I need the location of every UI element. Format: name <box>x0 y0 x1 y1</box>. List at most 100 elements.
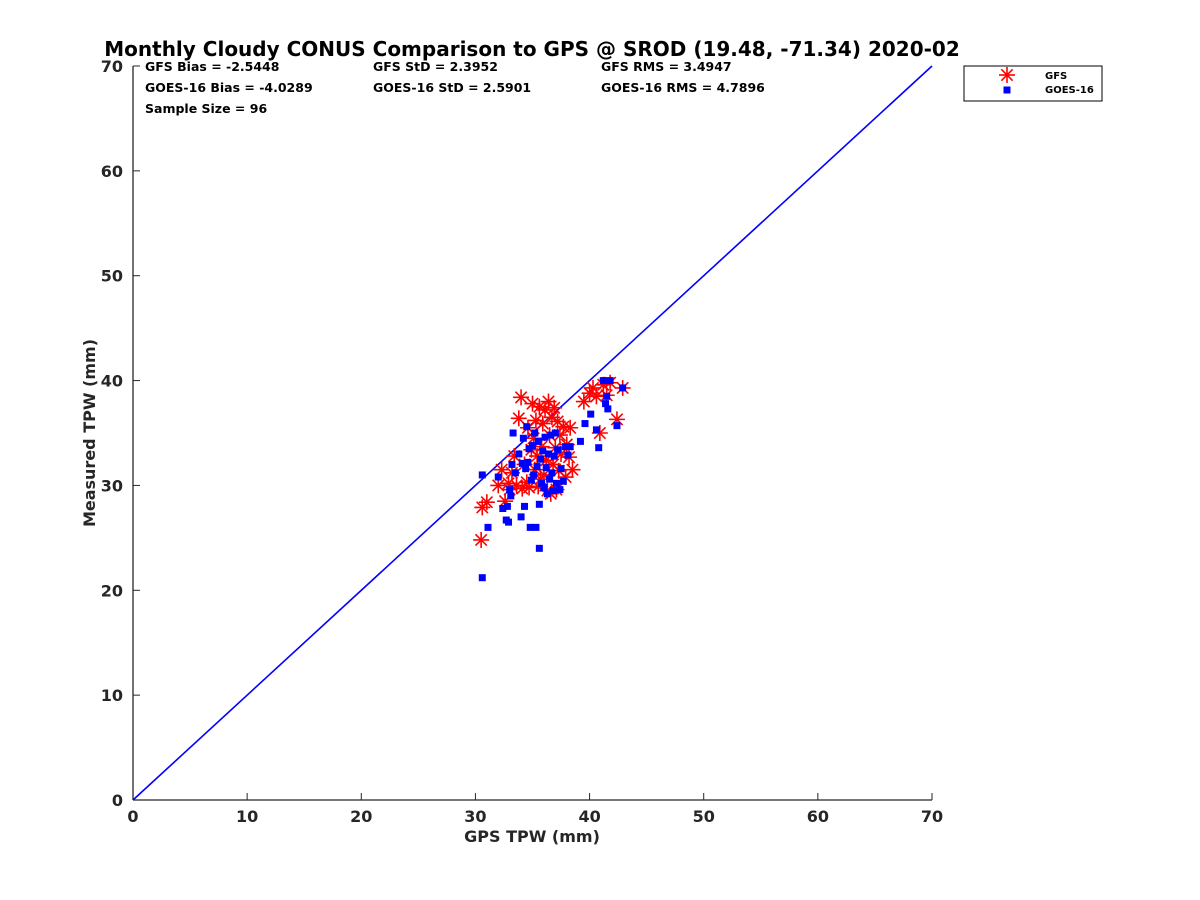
goes16-point <box>530 471 538 479</box>
goes16-point <box>547 431 555 439</box>
goes16-point <box>592 426 600 434</box>
x-tick-label: 30 <box>464 807 486 826</box>
plot-axes <box>132 66 932 801</box>
goes16-point <box>478 471 486 479</box>
goes16-point <box>536 455 544 463</box>
gfs-point <box>527 412 544 429</box>
goes16-point <box>507 492 515 500</box>
goes16-point <box>602 400 610 408</box>
gfs-point <box>473 531 490 548</box>
goes16-point <box>499 504 507 512</box>
gfs-point <box>478 494 495 511</box>
goes16-point <box>576 437 584 445</box>
legend-goes16-square <box>1003 86 1011 94</box>
goes16-point <box>534 437 542 445</box>
goes16-point <box>503 502 511 510</box>
goes16-point <box>552 479 560 487</box>
goes16-point <box>521 502 529 510</box>
goes16-point <box>551 429 559 437</box>
gfs-rms-stat: GFS RMS = 3.4947 <box>601 59 732 74</box>
goes16-point <box>554 446 562 454</box>
goes16-point <box>581 420 589 428</box>
goes16-point <box>548 469 556 477</box>
gfs-point <box>588 388 605 405</box>
y-tick-label: 10 <box>101 686 123 705</box>
gfs-point <box>546 399 563 416</box>
goes16-point <box>613 422 621 430</box>
x-tick-label: 0 <box>127 807 138 826</box>
goes16-point <box>603 392 611 400</box>
goes16-point <box>478 574 486 582</box>
goes16-point <box>557 465 565 473</box>
gfs-bias-stat: GFS Bias = -2.5448 <box>145 59 279 74</box>
goes16-point <box>550 452 558 460</box>
goes16-point <box>524 458 532 466</box>
y-axis-label: Measured TPW (mm) <box>80 339 99 527</box>
goes16-series <box>478 377 627 582</box>
goes16-point <box>531 429 539 437</box>
legend-gfs-asterisk <box>999 67 1015 83</box>
x-tick-label: 50 <box>693 807 715 826</box>
gfs-std-stat: GFS StD = 2.3952 <box>373 59 498 74</box>
goes16-point <box>511 469 519 477</box>
x-axis-ticks: 0 10 20 30 40 50 60 70 <box>127 793 943 826</box>
goes16-rms-stat: GOES-16 RMS = 4.7896 <box>601 80 765 95</box>
goes16-point <box>546 475 554 483</box>
x-tick-label: 40 <box>578 807 600 826</box>
goes16-point <box>539 447 547 455</box>
goes16-point <box>508 460 516 468</box>
stats-block: GFS Bias = -2.5448 GFS StD = 2.3952 GFS … <box>145 59 765 116</box>
goes16-point <box>484 523 492 531</box>
y-tick-label: 70 <box>101 57 123 76</box>
goes16-point <box>505 518 513 526</box>
goes16-point <box>527 476 535 484</box>
x-tick-label: 70 <box>921 807 943 826</box>
goes16-point <box>587 410 595 418</box>
goes16-point <box>535 544 543 552</box>
legend-box <box>963 65 1103 102</box>
y-tick-label: 60 <box>101 162 123 181</box>
gfs-point <box>514 480 531 497</box>
goes16-point <box>604 405 612 413</box>
goes16-point <box>509 429 517 437</box>
goes16-point <box>529 442 536 450</box>
goes16-point <box>517 513 525 521</box>
goes16-point <box>556 486 564 494</box>
goes16-std-stat: GOES-16 StD = 2.5901 <box>373 80 531 95</box>
x-axis-label: GPS TPW (mm) <box>464 827 600 846</box>
goes16-point <box>522 465 530 473</box>
gfs-point <box>562 419 579 436</box>
goes16-point <box>599 377 607 385</box>
goes16-point <box>619 384 627 392</box>
goes16-point <box>540 484 548 492</box>
goes16-point <box>559 477 567 485</box>
goes16-bias-stat: GOES-16 Bias = -4.0289 <box>145 80 313 95</box>
goes16-point <box>532 523 540 531</box>
x-tick-label: 20 <box>350 807 372 826</box>
goes16-point <box>533 463 541 471</box>
goes16-point <box>535 500 543 508</box>
goes16-point <box>506 486 514 494</box>
goes16-point <box>544 450 552 458</box>
y-tick-label: 40 <box>101 372 123 391</box>
goes16-point <box>541 433 549 441</box>
sample-size-stat: Sample Size = 96 <box>145 101 267 116</box>
gfs-point <box>513 389 530 406</box>
goes16-point <box>549 487 557 495</box>
y-tick-label: 20 <box>101 581 123 600</box>
y-tick-label: 0 <box>112 791 123 810</box>
y-axis-ticks: 0 10 20 30 40 50 60 70 <box>101 57 140 810</box>
gfs-point <box>564 461 581 478</box>
legend-goes16-marker <box>1003 86 1011 94</box>
legend: GFS GOES-16 <box>963 65 1103 102</box>
x-tick-label: 10 <box>236 807 258 826</box>
goes16-point <box>494 473 502 481</box>
legend-gfs-marker <box>999 67 1015 83</box>
goes16-point <box>566 443 574 451</box>
goes16-point <box>595 444 603 452</box>
gfs-point <box>575 393 592 410</box>
goes16-point <box>519 434 527 442</box>
y-tick-label: 30 <box>101 476 123 495</box>
goes16-point <box>523 423 531 431</box>
